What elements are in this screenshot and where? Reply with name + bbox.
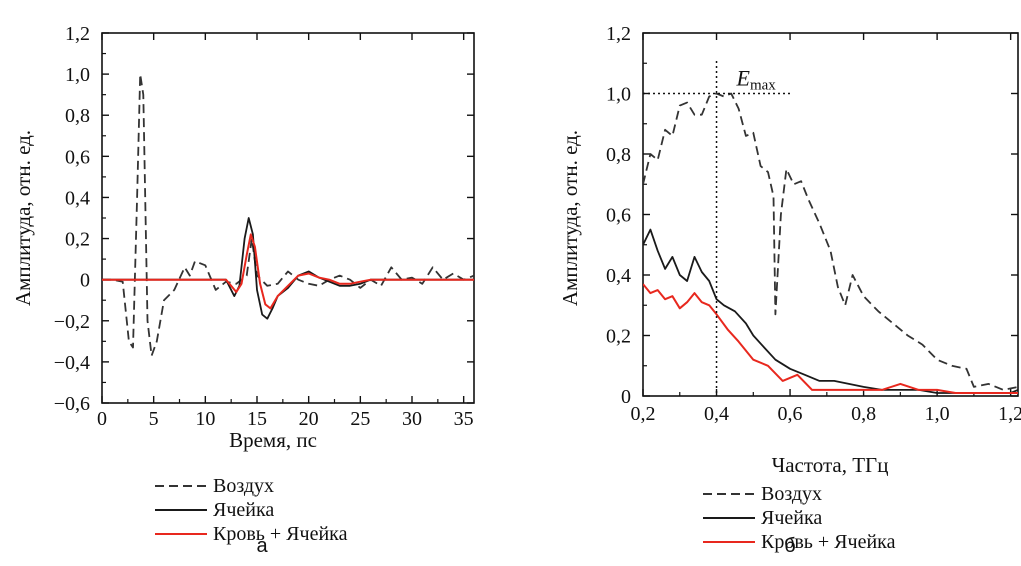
series-line-blood-cell [102,233,474,310]
ticks-b: 00,20,40,60,81,01,20,2 0,4 0,6 0,8 1,0 1,2 [606,23,1021,425]
y-tick-label: 0,2 [606,326,631,348]
legend-label: Воздух [761,483,822,505]
series-line-air [102,73,474,357]
y-tick-label: −0,4 [54,352,90,374]
y-tick-label: 1,2 [65,23,90,45]
x-tick-label: 1,2 [998,403,1021,425]
series-line-cell [643,228,1018,394]
x-tick-label: 25 [350,408,370,430]
x-tick-label: 35 [454,408,474,430]
y-tick-label: 0,6 [65,146,90,168]
y-tick-label: 0,4 [65,187,90,209]
xlabel-a: Время, пс [229,428,317,452]
x-tick-label: 0 [97,408,107,430]
y-tick-label: 1,2 [606,23,631,45]
series-line-blood-cell [643,283,1018,394]
series-line-air [643,92,1018,391]
legend-label: Воздух [213,475,274,497]
panel-a: −0,6 −0,4 −0,2 0 0,2 0,4 0,6 0,8 1,0 1,2 0 5 10 15 20 2… [11,23,475,557]
y-tick-label: 1,0 [606,84,631,106]
plot-frame-a [101,32,475,404]
x-tick-label: 15 [247,408,267,430]
series-a [102,73,474,357]
series-b [643,92,1018,394]
legend-label: Ячейка [213,499,274,521]
x-tick-label: 1,0 [925,403,950,425]
ylabel-b: Амплитуда, отн. ед. [558,130,582,306]
y-tick-label: 0,8 [606,144,631,166]
xlabel-b: Частота, ТГц [772,453,889,477]
panel-label-b: б [784,535,795,557]
y-tick-label: 0,4 [606,265,631,287]
ylabel-a: Амплитуда, отн. ед. [11,130,35,306]
x-tick-label: 0,8 [851,403,876,425]
emax-label: Emax [736,66,777,94]
x-tick-label: 0,4 [704,403,729,425]
emax-label-subscript: max [750,78,776,94]
x-tick-label: 10 [195,408,215,430]
panel-label-a: а [256,535,268,557]
series-line-cell [102,217,474,320]
legend-label: Ячейка [761,507,822,529]
legend-label: Кровь + Ячейка [761,531,896,553]
ticks-a: −0,6 −0,4 −0,2 0 0,2 0,4 0,6 0,8 1,0 1,2 0 5 10 15 20 2… [54,23,474,430]
y-tick-label: 0 [621,386,631,408]
x-tick-label: 20 [299,408,319,430]
x-tick-label: 5 [149,408,159,430]
y-tick-label: 0,2 [65,229,90,251]
x-tick-label: 30 [402,408,422,430]
y-tick-label: 0,6 [606,205,631,227]
y-tick-label: −0,6 [54,393,90,415]
emax-label-main: E [736,66,751,91]
legend-label: Кровь + Ячейка [213,523,348,545]
panel-b: 00,20,40,60,81,01,20,2 0,4 0,6 0,8 1,0 1,2 Em… [558,23,1021,557]
y-tick-label: −0,2 [54,311,90,333]
y-tick-label: 0 [80,270,90,292]
plot-frame-b [642,32,1019,397]
y-tick-label: 0,8 [65,105,90,127]
x-tick-label: 0,6 [778,403,803,425]
emax-annotation: Emax [643,61,791,396]
y-tick-label: 1,0 [65,64,90,86]
x-tick-label: 0,2 [631,403,656,425]
